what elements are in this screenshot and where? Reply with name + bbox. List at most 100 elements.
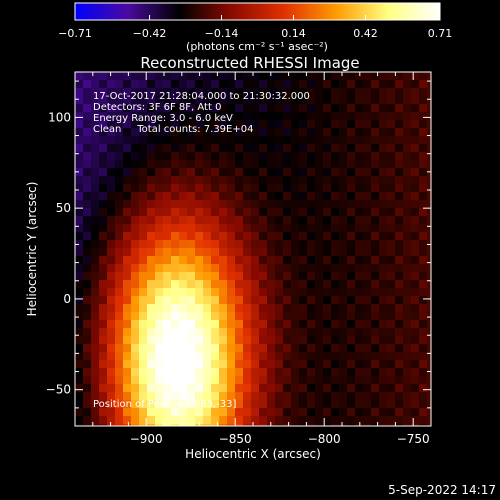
heatmap-cell: [99, 416, 108, 425]
heatmap-cell: [307, 240, 316, 249]
heatmap-cell: [107, 272, 116, 281]
heatmap-cell: [99, 336, 108, 345]
heatmap-cell: [315, 400, 324, 409]
heatmap-cell: [83, 144, 92, 153]
heatmap-cell: [331, 184, 340, 193]
heatmap-cell: [155, 408, 164, 417]
heatmap-cell: [339, 264, 348, 273]
heatmap-cell: [315, 264, 324, 273]
heatmap-cell: [83, 320, 92, 329]
heatmap-cell: [331, 280, 340, 289]
heatmap-cell: [83, 96, 92, 105]
heatmap-cell: [227, 360, 236, 369]
heatmap-cell: [99, 376, 108, 385]
heatmap-cell: [395, 184, 404, 193]
heatmap-cell: [107, 328, 116, 337]
heatmap-cell: [403, 376, 412, 385]
heatmap-cell: [91, 208, 100, 217]
heatmap-cell: [139, 424, 148, 426]
heatmap-cell: [243, 160, 252, 169]
heatmap-cell: [347, 368, 356, 377]
heatmap-cell: [187, 136, 196, 145]
heatmap-cell: [163, 136, 172, 145]
heatmap-cell: [91, 424, 100, 426]
heatmap-cell: [163, 272, 172, 281]
heatmap-cell: [235, 152, 244, 161]
detectors-annotation: Detectors: 3F 6F 8F, Att 0: [93, 102, 221, 113]
heatmap-cell: [83, 80, 92, 89]
heatmap-cell: [219, 224, 228, 233]
heatmap-cell: [107, 312, 116, 321]
heatmap-cell: [139, 304, 148, 313]
heatmap-cell: [283, 272, 292, 281]
heatmap-cell: [195, 240, 204, 249]
heatmap-cell: [419, 272, 428, 281]
heatmap-cell: [171, 152, 180, 161]
heatmap-cell: [395, 152, 404, 161]
y-tick-label: −50: [46, 383, 71, 397]
heatmap-cell: [219, 360, 228, 369]
heatmap-cell: [147, 384, 156, 393]
heatmap-cell: [395, 240, 404, 249]
heatmap-cell: [203, 208, 212, 217]
heatmap-cell: [99, 320, 108, 329]
heatmap-cell: [291, 416, 300, 425]
heatmap-cell: [331, 168, 340, 177]
heatmap-cell: [195, 368, 204, 377]
heatmap-cell: [163, 328, 172, 337]
heatmap-cell: [259, 400, 268, 409]
heatmap-cell: [115, 240, 124, 249]
heatmap-cell: [131, 120, 140, 129]
heatmap-cell: [251, 336, 260, 345]
heatmap-cell: [291, 120, 300, 129]
heatmap-cell: [211, 144, 220, 153]
heatmap-cell: [211, 408, 220, 417]
heatmap-cell: [195, 96, 204, 105]
heatmap-cell: [155, 152, 164, 161]
heatmap-cell: [331, 368, 340, 377]
heatmap-cell: [147, 168, 156, 177]
heatmap-cell: [235, 328, 244, 337]
heatmap-cell: [315, 288, 324, 297]
heatmap-cell: [155, 144, 164, 153]
heatmap-cell: [347, 320, 356, 329]
heatmap-cell: [235, 168, 244, 177]
heatmap-cell: [387, 224, 396, 233]
heatmap-cell: [379, 104, 388, 113]
heatmap-cell: [75, 224, 84, 233]
colorbar-unit-label: (photons cm⁻² s⁻¹ asec⁻²): [186, 40, 328, 53]
heatmap-cell: [139, 416, 148, 425]
heatmap-cell: [419, 128, 428, 137]
heatmap-cell: [347, 136, 356, 145]
heatmap-cell: [275, 104, 284, 113]
heatmap-cell: [75, 384, 84, 393]
heatmap-cell: [291, 208, 300, 217]
heatmap-cell: [115, 72, 124, 81]
heatmap-cell: [419, 96, 428, 105]
heatmap-cell: [291, 248, 300, 257]
heatmap-cell: [387, 160, 396, 169]
heatmap-cell: [203, 176, 212, 185]
heatmap-cell: [155, 344, 164, 353]
heatmap-cell: [411, 184, 420, 193]
heatmap-cell: [243, 192, 252, 201]
heatmap-cell: [243, 112, 252, 121]
heatmap-cell: [219, 144, 228, 153]
heatmap-cell: [179, 200, 188, 209]
heatmap-cell: [363, 96, 372, 105]
heatmap-cell: [339, 416, 348, 425]
heatmap-cell: [267, 192, 276, 201]
heatmap-cell: [91, 176, 100, 185]
heatmap-cell: [131, 416, 140, 425]
heatmap-cell: [203, 96, 212, 105]
heatmap-cell: [411, 376, 420, 385]
heatmap-cell: [243, 208, 252, 217]
heatmap-cell: [171, 208, 180, 217]
heatmap-cell: [419, 256, 428, 265]
heatmap-cell: [99, 256, 108, 265]
heatmap-cell: [75, 368, 84, 377]
heatmap-cell: [171, 144, 180, 153]
heatmap-cell: [155, 120, 164, 129]
heatmap-cell: [363, 80, 372, 89]
heatmap-cell: [75, 416, 84, 425]
